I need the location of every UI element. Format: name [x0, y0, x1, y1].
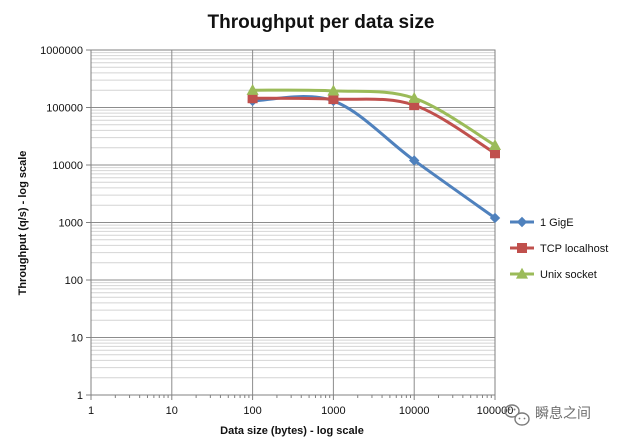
x-tick-label: 100000	[477, 405, 514, 417]
data-point-1-gige	[408, 155, 420, 166]
x-axis-title: Data size (bytes) - log scale	[220, 425, 364, 437]
legend-item-unix-socket: Unix socket	[510, 267, 597, 281]
x-tick-label: 1000	[321, 405, 345, 417]
chart-title: Throughput per data size	[208, 12, 435, 33]
series-1-gige	[247, 95, 501, 224]
data-point-tcp-localhost	[247, 93, 258, 104]
series-line-1-gige	[251, 95, 497, 220]
legend-label: 1 GigE	[540, 217, 574, 229]
legend-swatch-marker	[516, 216, 528, 228]
wechat-logo-icon	[504, 404, 530, 426]
series-layer	[246, 83, 502, 224]
legend-label: TCP localhost	[540, 243, 608, 255]
legend-item-tcp-localhost: TCP localhost	[510, 243, 608, 255]
x-axis: 1 10 100 1000 10000 100000	[88, 395, 513, 417]
x-tick-label: 1	[88, 405, 94, 417]
y-tick-label: 10	[71, 333, 83, 345]
series-line-unix-socket	[251, 88, 497, 147]
watermark: 瞬息之间	[504, 404, 591, 426]
data-point-unix-socket	[408, 91, 421, 103]
y-tick-label: 10000	[52, 160, 83, 172]
data-point-unix-socket	[327, 84, 340, 96]
y-tick-label: 100000	[46, 103, 83, 115]
legend: 1 GigE TCP localhost Unix socket	[510, 216, 608, 281]
data-point-unix-socket	[488, 139, 502, 150]
series-line-tcp-localhost	[251, 96, 497, 155]
x-tick-label: 100	[243, 405, 261, 417]
y-tick-label: 1	[77, 390, 83, 402]
data-point-unix-socket	[246, 83, 259, 95]
y-tick-label: 1000	[59, 218, 83, 230]
y-tick-label: 1000000	[40, 45, 83, 57]
data-point-tcp-localhost	[490, 148, 500, 159]
watermark-text: 瞬息之间	[535, 405, 591, 422]
data-point-1-gige	[489, 212, 501, 224]
series-unix-socket	[246, 83, 502, 150]
x-tick-label: 10000	[399, 405, 430, 417]
legend-swatch-marker	[517, 243, 527, 253]
data-point-tcp-localhost	[328, 94, 339, 105]
legend-label: Unix socket	[540, 269, 597, 281]
legend-item-1-gige: 1 GigE	[510, 216, 574, 229]
y-tick-label: 100	[65, 275, 83, 287]
x-tick-label: 10	[166, 405, 178, 417]
minor-gridlines	[91, 52, 495, 379]
series-tcp-localhost	[247, 93, 500, 159]
legend-swatch-marker	[515, 267, 529, 279]
y-axis-title: Throughput (q/s) - log scale	[17, 151, 29, 296]
y-axis: 1 10 100 1000 10000 100000 1000000	[40, 45, 91, 402]
